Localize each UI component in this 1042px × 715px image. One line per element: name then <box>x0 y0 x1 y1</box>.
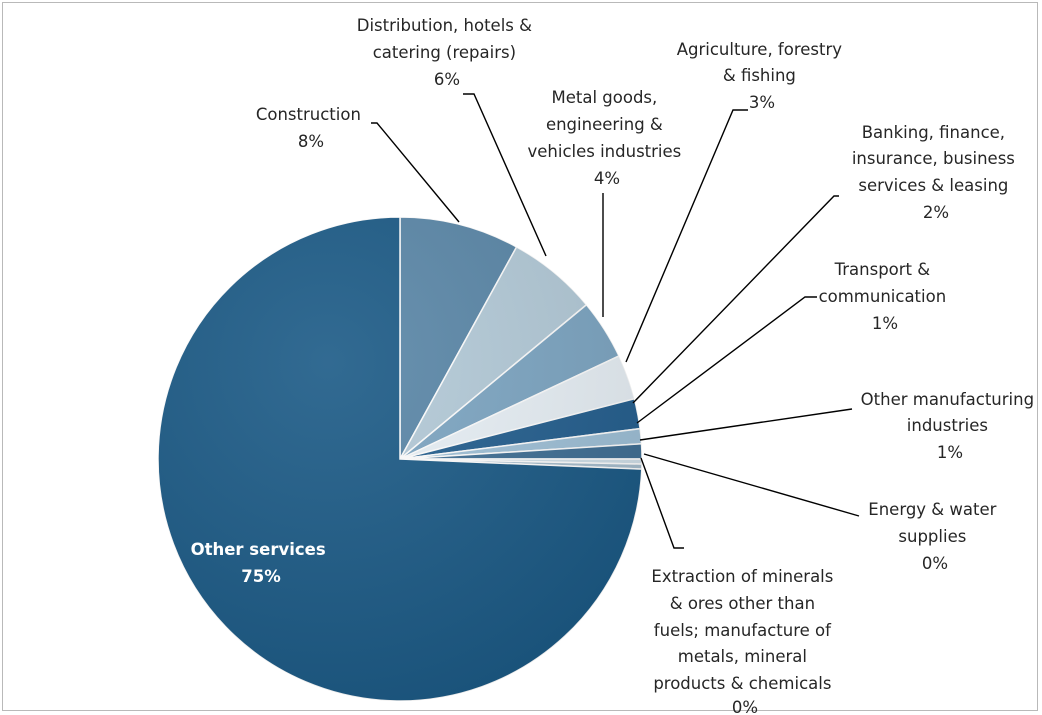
leader-distribution <box>463 93 547 257</box>
leader-other-manufacturing <box>639 408 853 441</box>
label-line: catering (repairs) <box>373 43 516 62</box>
label-line: Energy & water <box>868 500 996 519</box>
label-construction: Construction 8% <box>256 105 366 151</box>
label-line: 8% <box>298 132 324 151</box>
label-line: services & leasing <box>858 176 1008 195</box>
label-other-manufacturing: Other manufacturing industries 1% <box>861 390 1040 462</box>
label-line: Transport & <box>834 260 931 279</box>
label-line: industries <box>907 416 988 435</box>
leader-agriculture <box>625 109 748 363</box>
label-line: & ores other than <box>670 594 815 613</box>
label-line: 1% <box>937 443 963 462</box>
label-line: supplies <box>898 527 966 546</box>
label-line: Other manufacturing <box>861 390 1034 409</box>
label-line: 2% <box>923 203 949 222</box>
leader-construction <box>371 122 460 223</box>
label-agriculture: Agriculture, forestry & fishing 3% <box>677 40 848 112</box>
label-distribution: Distribution, hotels & catering (repairs… <box>357 16 537 89</box>
label-line: 0% <box>922 554 948 573</box>
label-transport: Transport & communication 1% <box>819 260 952 333</box>
label-line: 4% <box>594 169 620 188</box>
label-line: Other services <box>191 540 326 559</box>
label-banking: Banking, finance, insurance, business se… <box>852 123 1020 222</box>
label-line: & fishing <box>723 66 796 85</box>
label-line: communication <box>819 287 947 306</box>
label-line: Agriculture, forestry <box>677 40 843 59</box>
label-metal: Metal goods, engineering & vehicles indu… <box>527 88 686 188</box>
label-other-services: Other services 75% <box>191 540 332 586</box>
label-line: products & chemicals <box>653 674 831 693</box>
label-line: fuels; manufacture of <box>654 621 832 640</box>
label-line: engineering & <box>546 115 663 134</box>
label-line: insurance, business <box>852 149 1015 168</box>
label-line: vehicles industries <box>527 142 681 161</box>
pie-slices <box>157 216 643 702</box>
label-line: Distribution, hotels & <box>357 16 532 35</box>
leader-extraction <box>640 457 684 549</box>
label-energy: Energy & water supplies 0% <box>868 500 1001 573</box>
label-line: Extraction of minerals <box>651 567 833 586</box>
leader-energy <box>643 453 860 517</box>
label-extraction: Extraction of minerals & ores other than… <box>651 567 838 715</box>
label-line: Construction <box>256 105 361 124</box>
leader-banking <box>632 195 839 404</box>
label-line: Metal goods, <box>551 88 657 107</box>
label-line: 3% <box>749 93 775 112</box>
label-line: 0% <box>732 698 758 715</box>
label-line: 6% <box>434 70 460 89</box>
leader-transport <box>636 296 817 424</box>
label-line: Banking, finance, <box>862 123 1005 142</box>
label-line: 75% <box>241 567 281 586</box>
label-line: 1% <box>872 314 898 333</box>
label-line: metals, mineral <box>678 647 807 666</box>
